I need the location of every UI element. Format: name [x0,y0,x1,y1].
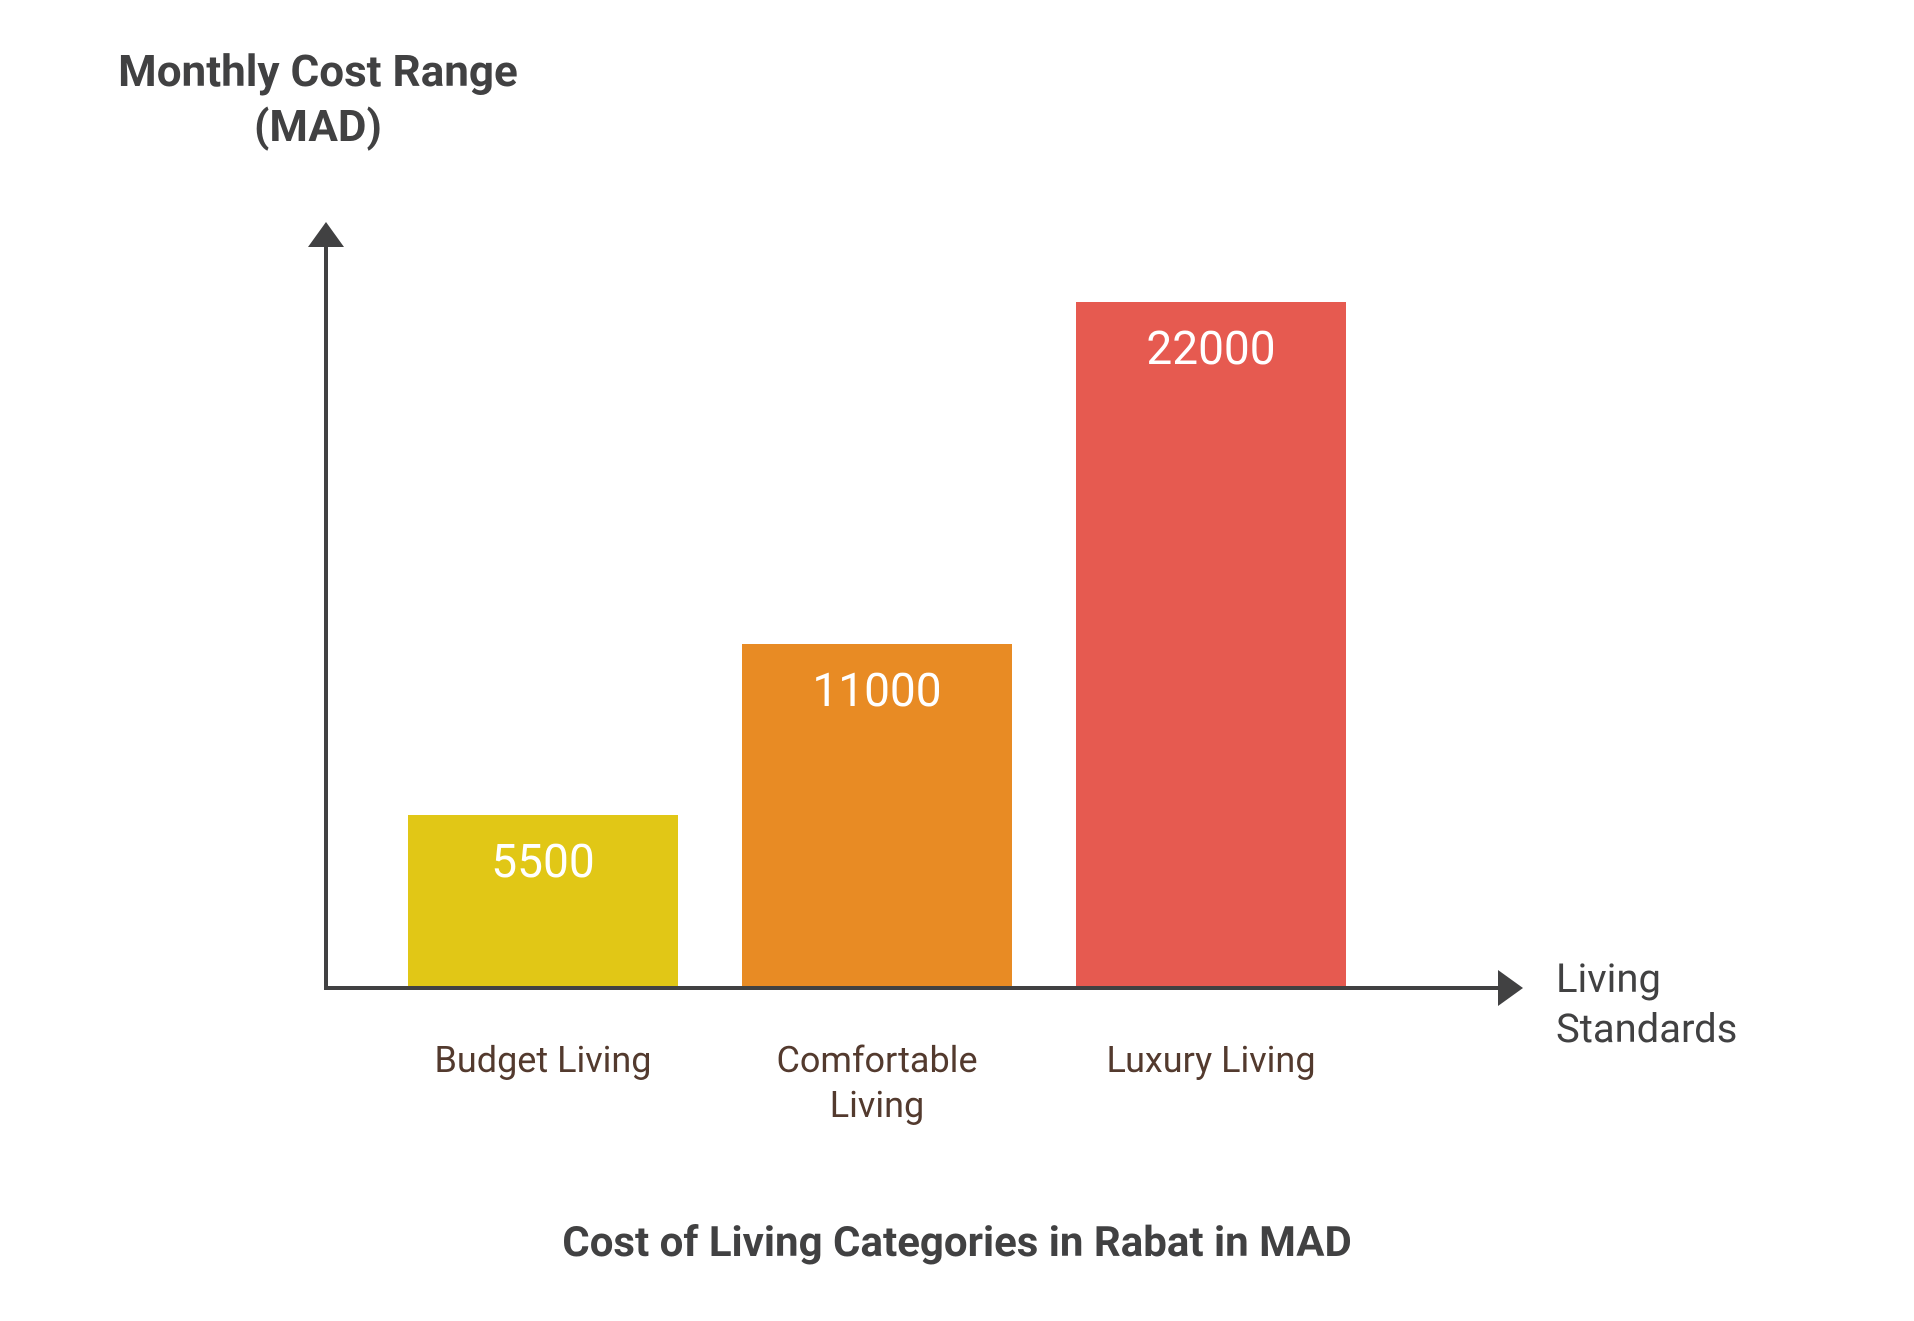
category-label: ComfortableLiving [742,1038,1012,1128]
bar: 22000 [1076,302,1346,986]
plot-area: 5500 11000 22000 [324,240,1500,990]
x-axis-title: LivingStandards [1556,954,1737,1054]
bar: 5500 [408,815,678,986]
category-label: Luxury Living [1076,1038,1346,1083]
bar-value-label: 22000 [1076,322,1346,376]
bar-value-label: 11000 [742,664,1012,718]
bars-container: 5500 11000 22000 [324,240,1500,990]
y-axis-title: Monthly Cost Range(MAD) [68,44,568,154]
x-axis-arrow-icon [1498,970,1523,1006]
bar: 11000 [742,644,1012,986]
category-label: Budget Living [408,1038,678,1083]
chart-title: Cost of Living Categories in Rabat in MA… [0,1218,1914,1267]
bar-chart: Monthly Cost Range(MAD) 5500 11000 22000 B… [0,0,1914,1321]
bar-value-label: 5500 [408,835,678,889]
